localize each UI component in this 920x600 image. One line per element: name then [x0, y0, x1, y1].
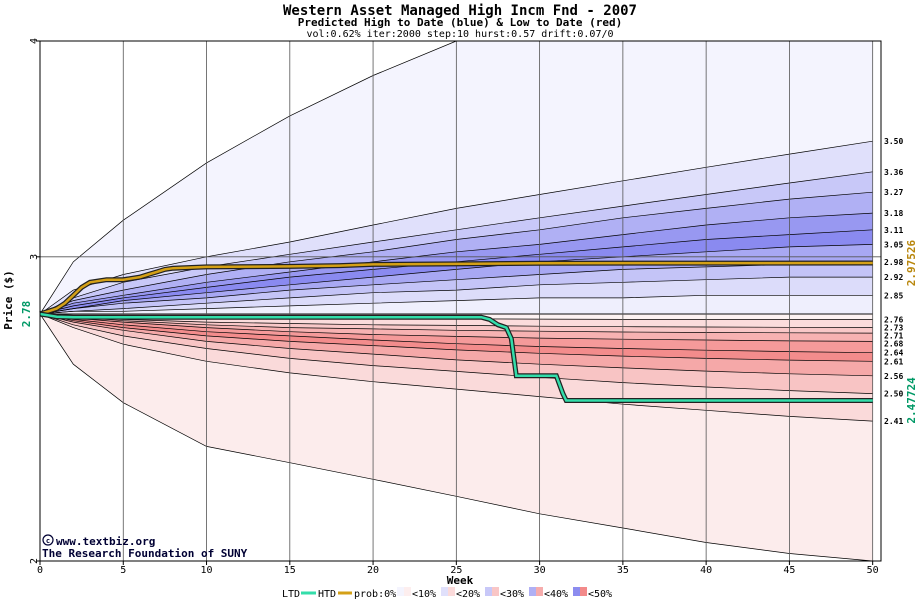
legend-swatch-blue-1: [441, 587, 448, 596]
series-htd: [39, 261, 873, 316]
high-band-4: [40, 213, 873, 314]
right-label-2.98: 2.98: [884, 258, 903, 267]
start-price-label: 2.78: [20, 301, 33, 328]
right-label-2.73: 2.73: [884, 324, 903, 333]
legend: LTD HTD prob:0% <10% <20% <30% <40% <50%: [282, 587, 612, 600]
legend-swatch-red-3: [536, 587, 543, 596]
legend-item-label-3: <40%: [544, 589, 568, 600]
high-line-p10: [39, 140, 873, 315]
copyright-c: c: [46, 537, 50, 545]
htd-final-label: 2.97526: [905, 239, 918, 286]
plot-frame: [39, 40, 882, 562]
legend-swatch-blue-4: [573, 587, 580, 596]
y-tick-label-3: 3: [29, 254, 40, 260]
x-tick-label-40: 40: [700, 565, 712, 576]
right-label-3.18: 3.18: [884, 209, 903, 218]
legend-swatch-red-2: [492, 587, 499, 596]
x-tick-label-35: 35: [617, 565, 629, 576]
y-axis-ticks: 2 3 4: [29, 38, 40, 564]
x-axis-ticks: 0 5 10 15 20 25 30 35 40 45 50: [37, 561, 879, 576]
watermark: c www.textbiz.org The Research Foundatio…: [42, 534, 248, 560]
low-line-p0: [39, 313, 873, 562]
right-label-2.41: 2.41: [884, 417, 903, 426]
high-line-p70: [39, 261, 873, 315]
x-tick-label-45: 45: [783, 565, 795, 576]
right-label-3.05: 3.05: [884, 240, 903, 249]
legend-swatch-blue-2: [485, 587, 492, 596]
legend-prob-label: prob:0%: [354, 589, 396, 600]
x-tick-label-25: 25: [450, 565, 462, 576]
high-line-p90: [39, 294, 873, 315]
x-tick-label-5: 5: [120, 565, 126, 576]
high-line-p30: [39, 191, 873, 315]
x-tick-label-10: 10: [201, 565, 213, 576]
low-line-p10: [39, 313, 873, 422]
legend-item-label-1: <20%: [456, 589, 480, 600]
high-band-5: [40, 229, 873, 314]
watermark-url: www.textbiz.org: [56, 535, 155, 548]
series-lines: [39, 260, 873, 403]
x-tick-label-50: 50: [867, 565, 879, 576]
right-label-2.68: 2.68: [884, 340, 903, 349]
x-tick-label-20: 20: [367, 565, 379, 576]
copyright-icon: [42, 534, 54, 546]
y-tick-label-4: 4: [29, 38, 40, 44]
series-ltd: [39, 312, 873, 402]
high-line-p60: [39, 244, 873, 315]
high-line-p20: [39, 171, 873, 315]
ltd-final-label: 2.47724: [905, 377, 918, 424]
high-band-3: [40, 192, 873, 314]
low-line-p30: [39, 313, 873, 377]
probability-bands: [40, 41, 873, 561]
legend-swatch-blue-0: [397, 587, 404, 596]
high-band-2: [40, 171, 873, 314]
low-band-7: [40, 314, 873, 394]
low-line-p60: [39, 313, 873, 342]
low-band-8: [40, 314, 873, 422]
right-label-2.85: 2.85: [884, 291, 903, 300]
right-label-3.50: 3.50: [884, 137, 903, 146]
right-label-3.11: 3.11: [884, 226, 903, 235]
low-line-p50: [39, 313, 873, 354]
legend-swatch-red-4: [580, 587, 587, 596]
legend-ltd-label: LTD: [282, 589, 300, 600]
x-tick-label-30: 30: [534, 565, 546, 576]
high-line-p80: [39, 276, 873, 315]
low-band-6: [40, 314, 873, 376]
chart-title: Western Asset Managed High Incm Fnd - 20…: [283, 3, 637, 19]
y-axis-label: Price ($): [2, 270, 15, 330]
chart-params: vol:0.62% iter:2000 step:10 hurst:0.57 d…: [306, 29, 613, 40]
legend-htd-label: HTD: [318, 589, 336, 600]
right-label-2.71: 2.71: [884, 332, 903, 341]
right-label-2.61: 2.61: [884, 357, 903, 366]
low-band-2: [40, 314, 873, 334]
right-percentile-labels: 3.50 3.36 3.27 3.18 3.11 3.05 2.98 2.92 2.85 2.76…: [884, 137, 903, 426]
right-label-3.36: 3.36: [884, 168, 903, 177]
legend-swatch-blue-3: [529, 587, 536, 596]
low-line-p40: [39, 313, 873, 362]
right-label-2.64: 2.64: [884, 349, 903, 358]
x-tick-label-15: 15: [284, 565, 296, 576]
right-label-2.92: 2.92: [884, 273, 903, 282]
legend-item-label-4: <50%: [588, 589, 612, 600]
low-band-4: [40, 314, 873, 353]
low-line-p20: [39, 313, 873, 394]
right-label-2.76: 2.76: [884, 315, 903, 324]
legend-swatch-red-0: [404, 587, 411, 596]
right-label-2.50: 2.50: [884, 390, 903, 399]
legend-item-label-2: <30%: [500, 589, 524, 600]
watermark-org: The Research Foundation of SUNY: [42, 547, 248, 560]
low-band-3: [40, 314, 873, 342]
right-label-3.27: 3.27: [884, 188, 903, 197]
legend-item-label-0: <10%: [412, 589, 436, 600]
x-tick-label-0: 0: [37, 565, 43, 576]
x-axis-label: Week: [447, 574, 474, 587]
chart-subtitle: Predicted High to Date (blue) & Low to D…: [298, 16, 623, 29]
y-tick-label-2: 2: [29, 558, 40, 564]
right-label-2.56: 2.56: [884, 372, 903, 381]
legend-swatch-red-1: [448, 587, 455, 596]
low-line-p70: [39, 313, 873, 334]
